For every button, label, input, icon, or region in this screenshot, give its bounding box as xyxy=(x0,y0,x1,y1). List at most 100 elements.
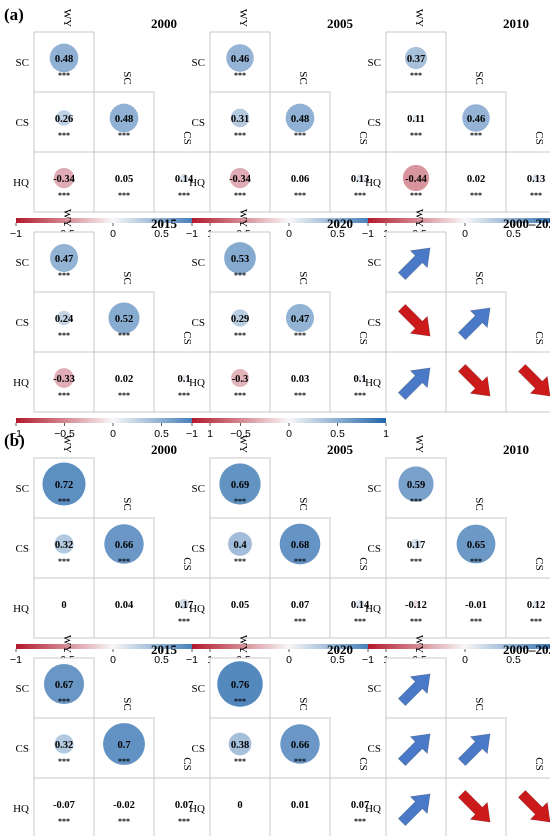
row-label-hq: HQ xyxy=(365,177,381,189)
significance-stars: *** xyxy=(178,817,190,826)
cell-sc-wy: 0.67 *** xyxy=(33,657,95,719)
correlation-value: -0.44 xyxy=(405,174,428,185)
arrow-shape xyxy=(457,789,491,823)
col-label-wy: WY xyxy=(413,635,425,653)
cell-hq-wy: -0.34 *** xyxy=(209,151,271,213)
cell-cs-wy xyxy=(385,717,447,779)
correlation-circle xyxy=(532,174,540,182)
row-label-cs: CS xyxy=(192,317,205,329)
cell-hq-sc: -0.02 *** xyxy=(93,777,155,836)
cell-cs-sc: 0.68 *** xyxy=(269,517,331,579)
cell-hq-cs: 0.1 *** xyxy=(329,351,391,413)
colorbar-tick-label: 0 xyxy=(110,654,116,666)
correlation-value: -0.3 xyxy=(232,374,249,385)
colorbar-tick-label: −1 xyxy=(186,428,198,440)
colorbar-tick-label: 0.5 xyxy=(506,654,521,666)
correlation-circle xyxy=(229,167,251,189)
correlation-value: 0.7 xyxy=(117,740,130,751)
arrow-down-icon xyxy=(457,363,491,397)
correlation-circle xyxy=(297,601,303,607)
correlation-value: 0.03 xyxy=(291,374,309,385)
cell-sc-wy: 0.37 *** xyxy=(385,31,447,93)
row-label-hq: HQ xyxy=(13,177,29,189)
correlation-value: 0.05 xyxy=(231,600,249,611)
correlation-circle xyxy=(355,599,365,609)
correlation-value: -0.12 xyxy=(405,600,427,611)
colorbar-tick-label: −1 xyxy=(362,654,374,666)
cell-cs-wy: 0.31 *** xyxy=(209,91,271,153)
correlation-value: 0.46 xyxy=(231,54,249,65)
correlation-circle xyxy=(219,463,261,505)
colorbar-tick-label: 0.5 xyxy=(154,428,169,440)
significance-stars: *** xyxy=(234,331,246,340)
correlation-circle xyxy=(398,466,434,502)
cell-sc-wy: 0.69 *** xyxy=(209,457,271,519)
col-label-wy: WY xyxy=(61,635,73,653)
cell-cs-sc: 0.48 *** xyxy=(93,91,155,153)
col-label-cs: CS xyxy=(357,757,369,770)
cell-hq-wy: -0.44 *** xyxy=(385,151,447,213)
row-label-sc: SC xyxy=(192,57,205,69)
correlation-circle xyxy=(178,598,190,610)
cell-hq-cs: 0.1 *** xyxy=(153,351,215,413)
arrow-up-icon xyxy=(457,733,491,767)
significance-stars: *** xyxy=(354,617,366,626)
colorbar xyxy=(16,218,210,223)
significance-stars: *** xyxy=(234,71,246,80)
cell-hq-sc: 0.03 *** xyxy=(269,351,331,413)
col-label-sc: SC xyxy=(473,271,485,284)
correlation-value: 0.52 xyxy=(115,314,133,325)
significance-stars: *** xyxy=(294,757,306,766)
colorbar-tick-label: 0.5 xyxy=(330,654,345,666)
row-label-cs: CS xyxy=(192,117,205,129)
chart-panel-10: 2015SCCSHQWYSCCS0.67***0.32***0.7***-0.0… xyxy=(13,635,215,836)
correlation-circle xyxy=(231,369,249,387)
chart-panel-8: 2005 SC CS HQ WY SC CS 0.69 *** 0.4 *** 0.68 *** 0.05… xyxy=(186,435,391,666)
colorbar-tick-label: 0 xyxy=(462,654,468,666)
row-label-sc: SC xyxy=(192,683,205,695)
significance-stars: *** xyxy=(58,557,70,566)
arrow-up-icon xyxy=(397,733,431,767)
panel-title: 2000 xyxy=(151,442,177,457)
cell-border xyxy=(445,151,507,213)
cell-hq-cs: 0.14 *** xyxy=(329,577,391,639)
arrow-shape xyxy=(397,247,431,281)
significance-stars: *** xyxy=(410,497,422,506)
col-label-sc: SC xyxy=(297,497,309,510)
cell-hq-wy: -0.07 *** xyxy=(33,777,95,836)
col-label-cs: CS xyxy=(181,331,193,344)
col-label-sc: SC xyxy=(121,271,133,284)
correlation-value: 0.07 xyxy=(291,600,309,611)
significance-stars: *** xyxy=(58,757,70,766)
cell-hq-cs: 0.17 *** xyxy=(153,577,215,639)
cell-border xyxy=(385,657,447,719)
correlation-value: 0.1 xyxy=(177,374,190,385)
chart-panel-4: 2015SCCSHQWYSCCS0.47***0.24***0.52***-0.… xyxy=(10,209,215,440)
cell-cs-wy: 0.11 *** xyxy=(385,91,447,153)
row-label-sc: SC xyxy=(368,683,381,695)
significance-stars: *** xyxy=(530,191,542,200)
row-label-hq: HQ xyxy=(365,803,381,815)
significance-stars: *** xyxy=(58,71,70,80)
row-label-hq: HQ xyxy=(189,603,205,615)
correlation-circle xyxy=(462,104,490,132)
correlation-value: 0.04 xyxy=(115,600,134,611)
correlation-circle xyxy=(179,173,189,183)
cell-border xyxy=(153,777,215,836)
significance-stars: *** xyxy=(58,331,70,340)
colorbar-tick-label: −1 xyxy=(10,228,22,240)
cell-border xyxy=(269,577,331,639)
significance-stars: *** xyxy=(58,817,70,826)
correlation-value: 0.02 xyxy=(467,174,485,185)
cell-cs-wy: 0.26 *** xyxy=(33,91,95,153)
correlation-value: 0.06 xyxy=(291,174,309,185)
correlation-circle xyxy=(108,302,140,334)
cell-border xyxy=(505,151,550,213)
col-label-sc: SC xyxy=(297,271,309,284)
col-label-sc: SC xyxy=(121,497,133,510)
cell-hq-sc: 0.07 *** xyxy=(269,577,331,639)
significance-stars: *** xyxy=(234,557,246,566)
row-label-hq: HQ xyxy=(13,603,29,615)
significance-stars: *** xyxy=(58,131,70,140)
